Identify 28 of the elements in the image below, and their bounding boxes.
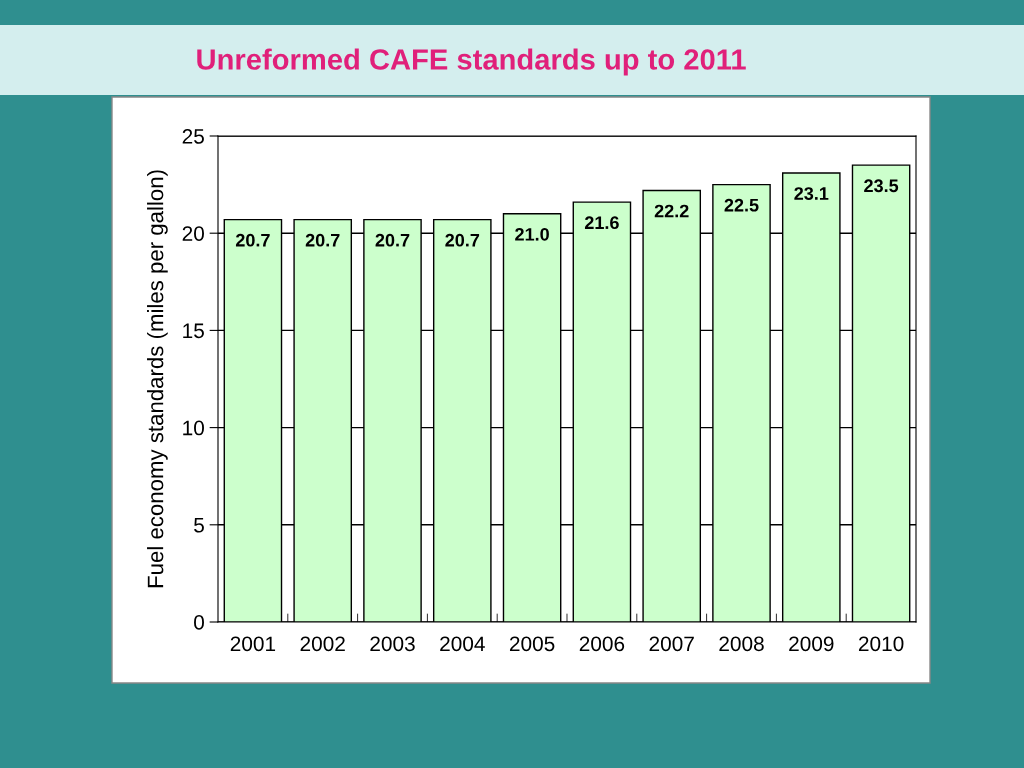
y-tick-label: 5 xyxy=(194,518,204,533)
y-tick-label: 10 xyxy=(183,420,204,436)
x-tick-label: 2008 xyxy=(719,636,764,652)
x-tick-label: 2006 xyxy=(579,636,625,652)
data-label: 23.1 xyxy=(794,187,829,200)
data-label: 20.7 xyxy=(305,233,340,247)
x-tick-label: 2004 xyxy=(440,636,485,652)
y-axis-title: Fuel economy standards (miles per gallon) xyxy=(147,170,168,588)
data-label: 20.7 xyxy=(235,233,270,247)
y-tick-label: 15 xyxy=(183,323,204,339)
x-tick-label: 2010 xyxy=(858,636,904,652)
x-tick-label: 2002 xyxy=(300,636,345,652)
y-tick-label: 25 xyxy=(182,129,204,144)
x-tick-label: 2005 xyxy=(509,636,555,652)
chart-title: Unreformed CAFE standards up to 2011 xyxy=(197,48,746,76)
x-tick-label: 2009 xyxy=(789,636,834,652)
data-label: 23.5 xyxy=(864,179,899,193)
data-label: 21.6 xyxy=(584,216,619,230)
x-tick-label: 2007 xyxy=(649,636,694,652)
data-label: 20.7 xyxy=(375,233,410,247)
y-tick-label: 20 xyxy=(182,226,204,241)
data-label: 21.0 xyxy=(515,227,549,241)
data-label: 22.5 xyxy=(724,198,759,212)
x-tick-label: 2003 xyxy=(370,636,415,652)
y-tick-label: 0 xyxy=(194,615,204,630)
data-label: 22.2 xyxy=(654,204,689,218)
data-label: 20.7 xyxy=(445,233,480,247)
x-tick-label: 2001 xyxy=(230,636,276,652)
